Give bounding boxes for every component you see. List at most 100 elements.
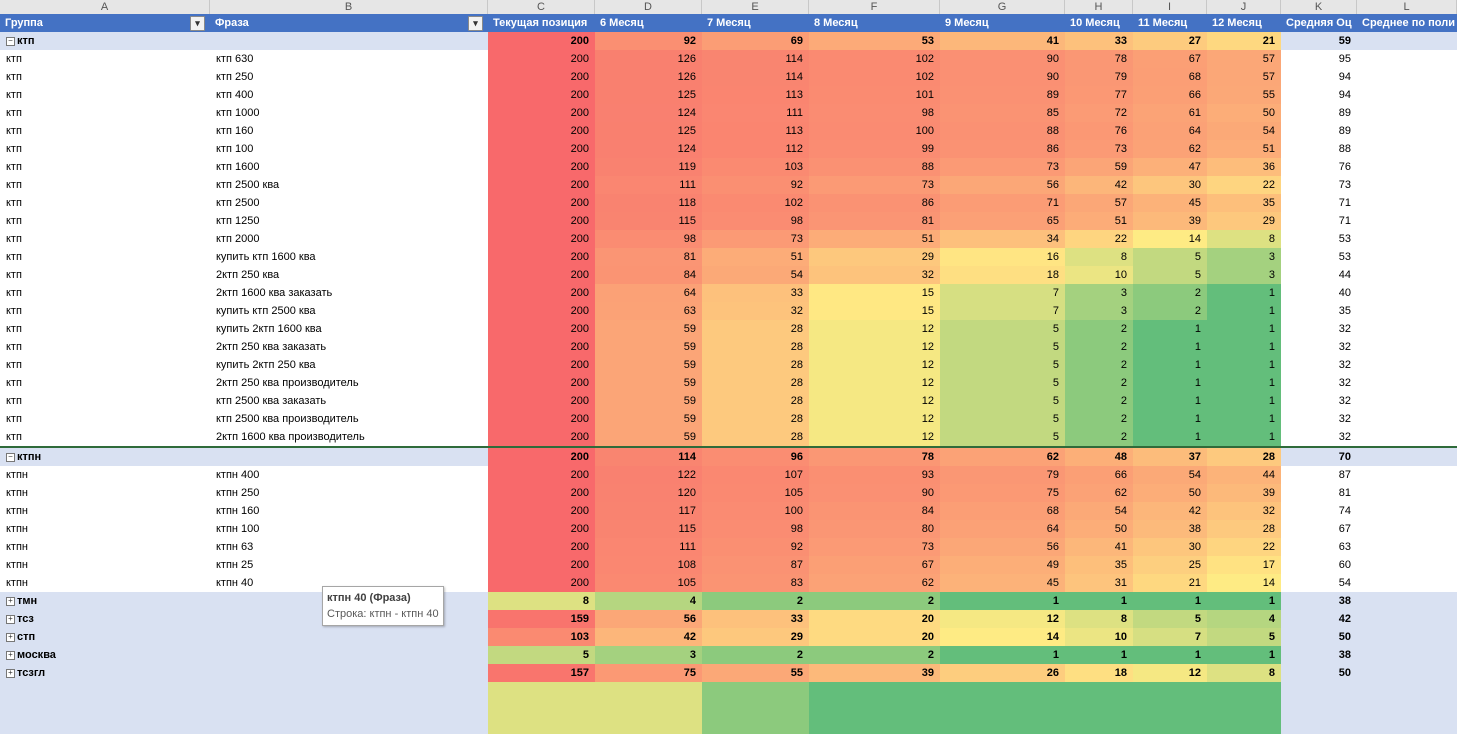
data-cell[interactable]: ктп [6,197,22,209]
data-cell[interactable]: 32 [1338,341,1351,353]
data-cell[interactable]: 1 [1207,320,1281,338]
data-cell[interactable]: 62 [809,574,940,592]
data-cell[interactable]: 56 [940,176,1065,194]
data-cell[interactable]: 100 [809,122,940,140]
data-cell[interactable]: 93 [809,466,940,484]
data-cell[interactable]: 32 [1338,359,1351,371]
data-empty-cell[interactable] [1357,556,1457,574]
data-cell[interactable]: 30 [1133,176,1207,194]
group-name-cell[interactable]: + стп [0,628,210,646]
empty-cell[interactable] [210,682,488,700]
data-cell[interactable]: 29 [809,248,940,266]
data-cell[interactable]: 34 [940,230,1065,248]
data-empty-cell[interactable] [1357,194,1457,212]
data-cell[interactable]: 200 [488,194,595,212]
group-row[interactable]: + тсз 159 56 33 20 12 8 5 4 42 [0,610,1457,628]
data-cell[interactable]: 5 [940,374,1065,392]
data-cell[interactable]: 68 [940,502,1065,520]
data-cell[interactable]: 200 [488,158,595,176]
group-total-cell[interactable]: 200 [488,448,595,466]
data-cell[interactable]: 67 [809,556,940,574]
group-total-cell[interactable]: 4 [595,592,702,610]
group-empty-cell[interactable] [1357,592,1457,610]
table-row[interactable]: ктп 2ктп 250 ква 200 84 54 32 18 10 5 3 44 [0,266,1457,284]
data-cell[interactable]: 200 [488,302,595,320]
data-cell[interactable]: 2 [1065,428,1133,446]
data-cell[interactable]: 29 [1207,212,1281,230]
data-cell[interactable]: 200 [488,466,595,484]
data-cell[interactable]: ктп 100 [216,143,254,155]
group-total-cell[interactable]: 18 [1065,664,1133,682]
empty-cell[interactable] [702,718,809,734]
data-cell[interactable]: 1 [1133,374,1207,392]
data-cell[interactable]: 51 [1065,212,1133,230]
collapse-icon[interactable]: − [6,452,15,462]
group-row[interactable]: − ктп 200 92 69 53 41 33 27 21 59 [0,32,1457,50]
table-row[interactable]: ктп ктп 2000 200 98 73 51 34 22 14 8 53 [0,230,1457,248]
group-total-cell[interactable]: 8 [1207,664,1281,682]
data-empty-cell[interactable] [1357,484,1457,502]
data-cell[interactable]: ктп [6,53,22,65]
filter-dropdown-icon[interactable]: ▾ [190,16,205,31]
data-cell[interactable]: 32 [1207,502,1281,520]
group-total-cell[interactable]: 5 [1133,610,1207,628]
data-cell[interactable]: 120 [595,484,702,502]
data-cell[interactable]: 45 [1133,194,1207,212]
group-total-cell[interactable]: 69 [702,32,809,50]
data-cell[interactable]: ктп [6,161,22,173]
header-9[interactable]: 12 Месяц [1207,14,1281,32]
data-cell[interactable]: ктпн [6,487,29,499]
data-empty-cell[interactable] [1357,520,1457,538]
data-cell[interactable]: 28 [702,356,809,374]
table-row[interactable]: ктп ктп 1000 200 124 111 98 85 72 61 50 89 [0,104,1457,122]
empty-cell[interactable] [595,718,702,734]
data-cell[interactable]: ктпн [6,469,29,481]
empty-cell[interactable] [1207,700,1281,718]
data-cell[interactable]: ктп [6,233,22,245]
data-cell[interactable]: 200 [488,356,595,374]
group-total-cell[interactable]: 75 [595,664,702,682]
data-cell[interactable]: 88 [940,122,1065,140]
data-cell[interactable]: 57 [1207,68,1281,86]
data-cell[interactable]: 2ктп 250 ква [216,269,280,281]
data-cell[interactable]: 1 [1207,428,1281,446]
group-total-cell[interactable]: 26 [940,664,1065,682]
column-letter-l[interactable]: L [1357,0,1457,14]
group-total-cell[interactable]: 20 [809,628,940,646]
data-cell[interactable]: 200 [488,212,595,230]
data-cell[interactable]: 95 [1338,53,1351,65]
data-cell[interactable]: 3 [1207,248,1281,266]
data-cell[interactable]: 32 [1338,395,1351,407]
data-cell[interactable]: 200 [488,520,595,538]
data-cell[interactable]: 53 [1338,251,1351,263]
group-name-cell[interactable]: − ктп [0,32,210,50]
empty-cell[interactable] [488,682,595,700]
data-cell[interactable]: 12 [809,356,940,374]
data-cell[interactable]: 98 [809,104,940,122]
empty-cell[interactable] [809,700,940,718]
column-letter-k[interactable]: K [1281,0,1357,14]
data-cell[interactable]: 200 [488,176,595,194]
data-cell[interactable]: 64 [595,284,702,302]
data-cell[interactable]: 83 [702,574,809,592]
group-total-cell[interactable]: 159 [488,610,595,628]
data-cell[interactable]: 200 [488,320,595,338]
table-row[interactable]: ктп ктп 100 200 124 112 99 86 73 62 51 88 [0,140,1457,158]
data-cell[interactable]: 200 [488,266,595,284]
empty-cell[interactable] [1281,682,1357,700]
data-cell[interactable]: 5 [1133,248,1207,266]
empty-cell[interactable] [488,718,595,734]
group-empty-cell[interactable] [1357,664,1457,682]
data-cell[interactable]: 200 [488,50,595,68]
data-cell[interactable]: 98 [702,212,809,230]
data-cell[interactable]: 200 [488,428,595,446]
data-cell[interactable]: 200 [488,538,595,556]
empty-cell[interactable] [1357,682,1457,700]
collapse-icon[interactable]: − [6,36,15,46]
header-1[interactable]: Фраза ▾ [210,14,488,32]
data-empty-cell[interactable] [1357,284,1457,302]
expand-icon[interactable]: + [6,668,15,678]
data-cell[interactable]: 32 [809,266,940,284]
data-empty-cell[interactable] [1357,248,1457,266]
group-total-cell[interactable]: 41 [940,32,1065,50]
